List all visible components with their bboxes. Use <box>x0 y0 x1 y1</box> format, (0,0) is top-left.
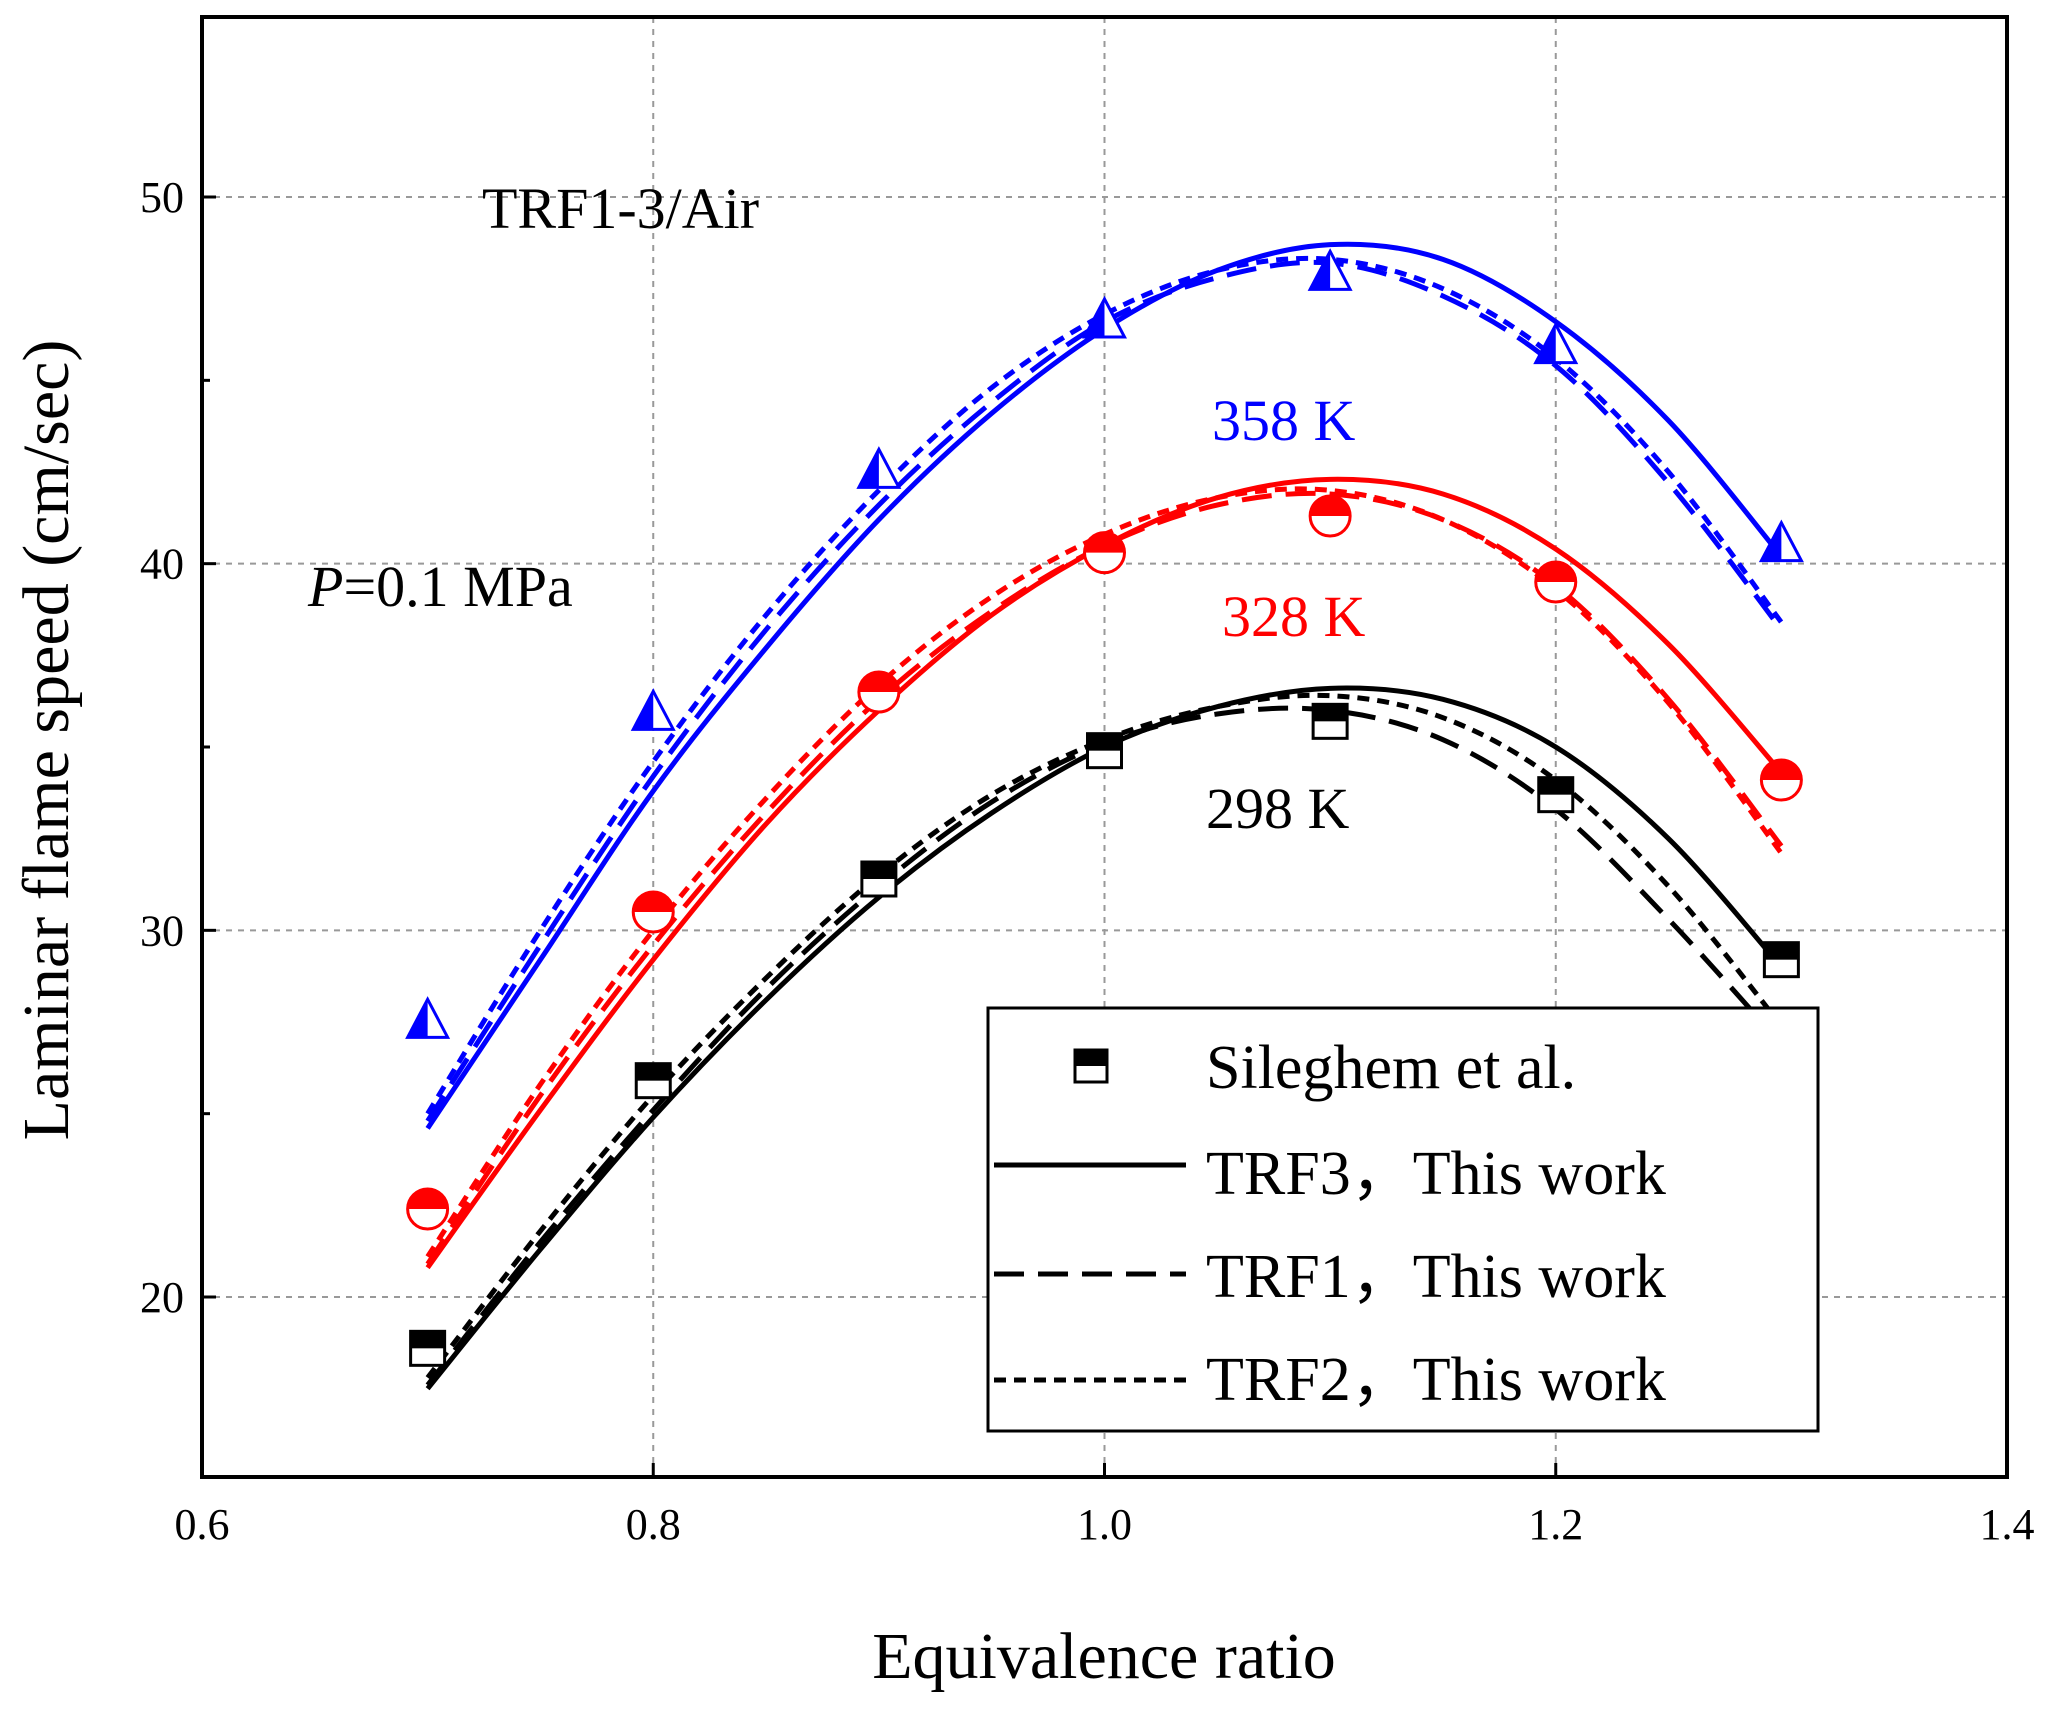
x-tick-label: 1.4 <box>1980 1500 2035 1549</box>
series-line-328k-dashed <box>425 490 1784 1266</box>
y-tick-label: 20 <box>140 1273 184 1322</box>
legend-marker-sileghem <box>1073 1048 1109 1084</box>
marker-circle-328k <box>1308 494 1352 538</box>
x-tick-label: 1.2 <box>1528 1500 1583 1549</box>
legend-box <box>986 1006 1820 1433</box>
marker-triangle-358k <box>405 996 451 1039</box>
marker-circle-328k <box>1534 560 1578 604</box>
legend-label-trf2: TRF2，This work <box>1206 1346 1666 1414</box>
marker-triangle-358k <box>1082 295 1127 339</box>
marker-triangle-358k <box>1307 248 1353 291</box>
y-axis-title: Laminar flame speed (cm/sec) <box>10 340 83 1141</box>
x-axis-title: Equivalence ratio <box>872 1620 1336 1693</box>
marker-circle-328k <box>631 890 675 934</box>
annotation-mixture: TRF1-3/Air <box>482 176 759 241</box>
annotation-298k: 298 K <box>1206 776 1350 841</box>
marker-square-298k <box>1537 776 1575 814</box>
legend-label-sileghem: Sileghem et al. <box>1206 1034 1576 1102</box>
marker-square-298k <box>1311 702 1349 740</box>
marker-square-298k <box>1762 941 1800 979</box>
marker-square-298k <box>1086 732 1123 770</box>
marker-circle-328k <box>1083 531 1126 575</box>
marker-triangle-358k <box>856 446 902 489</box>
annotation-358k: 358 K <box>1212 388 1356 453</box>
svg-text:P=0.1 MPa: P=0.1 MPa <box>307 554 573 619</box>
y-tick-label: 50 <box>140 173 184 222</box>
marker-circle-328k <box>857 670 901 714</box>
y-tick-label: 30 <box>140 906 184 955</box>
marker-circle-328k <box>406 1187 450 1231</box>
series-line-358k-dashed <box>425 259 1784 1123</box>
legend-label-trf1: TRF1，This work <box>1206 1243 1666 1311</box>
legend-label-trf3: TRF3，This work <box>1206 1140 1666 1208</box>
annotation-pressure-symbol: P <box>307 554 343 619</box>
x-tick-label: 1.0 <box>1077 1500 1132 1549</box>
series-line-328k-dotted <box>425 486 1784 1259</box>
marker-circle-328k <box>1759 758 1803 802</box>
annotation-pressure-value: =0.1 MPa <box>343 554 572 619</box>
marker-square-298k <box>409 1329 447 1367</box>
marker-triangle-358k <box>630 688 676 731</box>
legend: Sileghem et al. TRF3，This work TRF1，This… <box>986 1006 1820 1433</box>
marker-square-298k <box>860 860 898 898</box>
marker-square-298k <box>634 1062 672 1100</box>
annotation-328k: 328 K <box>1222 584 1366 649</box>
experimental-markers <box>405 248 1804 1367</box>
series-line-298k-solid <box>425 685 1784 1391</box>
x-tick-label: 0.8 <box>626 1500 681 1549</box>
marker-triangle-358k <box>1758 519 1804 563</box>
axis-ticks: 0.6 0.8 1.0 1.2 1.4 20 30 40 50 <box>140 173 2035 1549</box>
x-tick-label: 0.6 <box>175 1500 230 1549</box>
marker-triangle-358k <box>1533 321 1579 365</box>
y-tick-label: 40 <box>140 540 184 589</box>
